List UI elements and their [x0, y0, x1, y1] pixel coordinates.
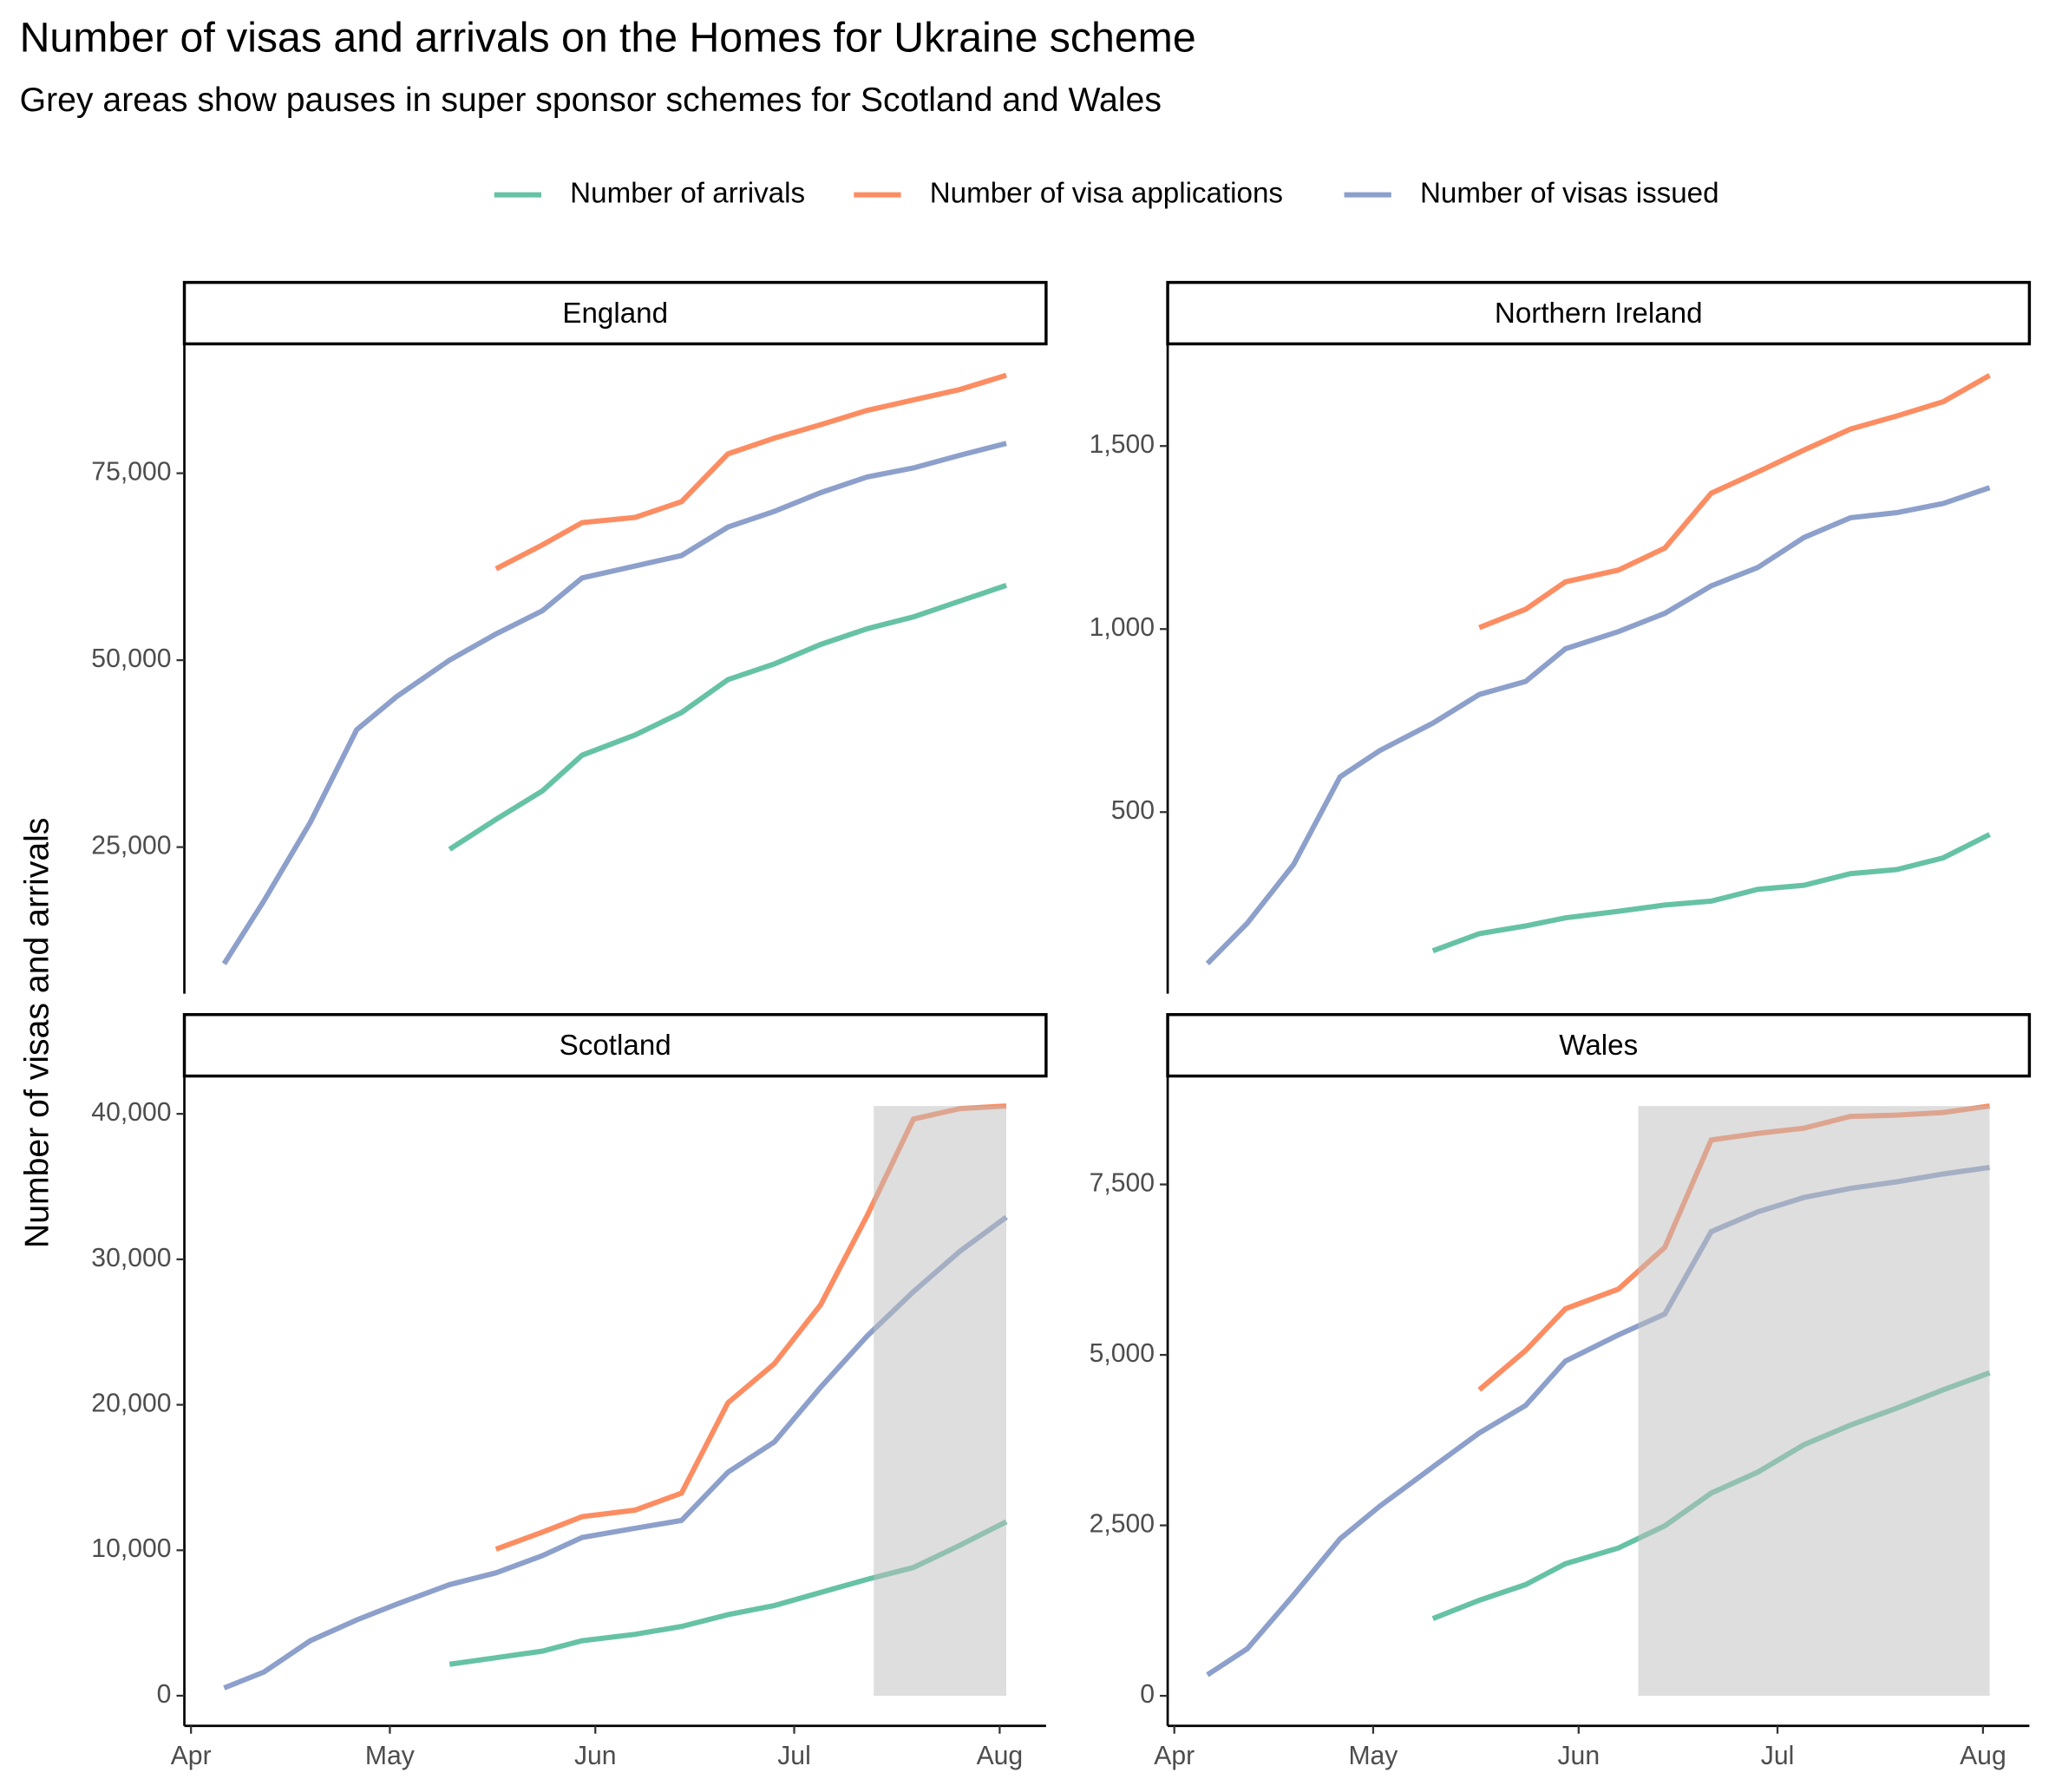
series-line [1478, 373, 1992, 631]
x-tick-label: May [365, 1742, 415, 1770]
strip [182, 1012, 1048, 1078]
y-tick-label: 500 [1111, 796, 1155, 825]
x-tick-label: May [1348, 1742, 1398, 1770]
y-tick-label: 5,000 [1090, 1339, 1155, 1368]
x-tick-label: Jul [777, 1742, 811, 1770]
y-tick-label: 2,500 [1090, 1510, 1155, 1539]
x-tick-label: Apr [1154, 1742, 1195, 1770]
panel-title: England [562, 298, 668, 330]
strip [1166, 280, 2032, 346]
series-line [221, 441, 1007, 965]
strip [182, 280, 1048, 346]
y-tick-label: 30,000 [91, 1244, 171, 1272]
y-axis-label: Number of visas and arrivals [19, 818, 56, 1249]
panel-title: Wales [1559, 1030, 1638, 1062]
series-line [1205, 485, 1991, 966]
pause-area [1638, 1106, 1990, 1697]
legend-label: Number of visas issued [1420, 177, 1719, 209]
x-tick-label: Aug [977, 1742, 1024, 1770]
x-tick-label: Jun [574, 1742, 617, 1770]
panel-title: Scotland [560, 1030, 671, 1062]
legend-label: Number of arrivals [570, 177, 805, 209]
series-line [494, 372, 1007, 572]
y-tick-label: 0 [157, 1680, 172, 1709]
y-tick-label: 1,500 [1090, 430, 1155, 459]
pause-area [874, 1106, 1007, 1696]
y-tick-label: 40,000 [91, 1098, 171, 1127]
y-tick-label: 0 [1140, 1680, 1155, 1709]
x-tick-label: Jun [1558, 1742, 1601, 1770]
panel-title: Northern Ireland [1495, 298, 1703, 330]
x-tick-label: Aug [1960, 1742, 2006, 1770]
series-line [1431, 832, 1991, 953]
y-tick-label: 75,000 [91, 458, 171, 487]
x-tick-label: Jul [1761, 1742, 1795, 1770]
y-tick-label: 25,000 [91, 832, 171, 860]
y-tick-label: 50,000 [91, 644, 171, 673]
y-tick-label: 10,000 [91, 1534, 171, 1563]
x-tick-label: Apr [171, 1742, 212, 1770]
chart-subtitle: Grey areas show pauses in super sponsor … [20, 82, 1162, 119]
y-tick-label: 1,000 [1090, 613, 1155, 642]
chart-title: Number of visas and arrivals on the Home… [20, 14, 1196, 61]
y-tick-label: 20,000 [91, 1390, 171, 1418]
legend-label: Number of visa applications [930, 177, 1283, 209]
y-tick-label: 7,500 [1090, 1169, 1155, 1198]
series-line [448, 583, 1008, 852]
strip [1166, 1012, 2032, 1078]
